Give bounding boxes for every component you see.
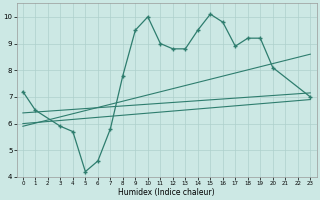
X-axis label: Humidex (Indice chaleur): Humidex (Indice chaleur) — [118, 188, 215, 197]
